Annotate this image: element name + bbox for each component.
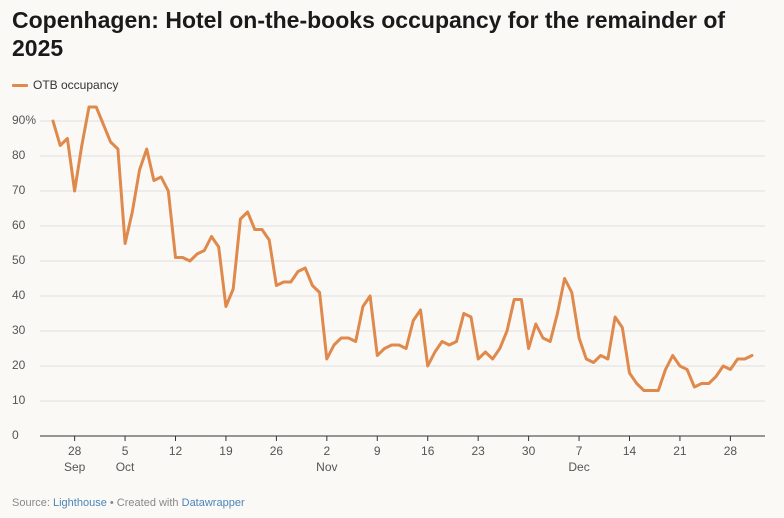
x-tick-label: 28 [68, 444, 82, 458]
separator: • [109, 497, 114, 509]
legend: OTB occupancy [12, 78, 118, 92]
y-tick-label: 40 [12, 288, 26, 302]
x-tick-label: 26 [270, 444, 284, 458]
x-tick-label: 30 [522, 444, 536, 458]
x-tick-label: 2 [323, 444, 330, 458]
x-month-label: Nov [316, 460, 337, 474]
y-tick-label: 30 [12, 323, 26, 337]
source-link[interactable]: Lighthouse [52, 497, 107, 509]
y-tick-label: 80 [12, 148, 26, 162]
legend-label: OTB occupancy [33, 78, 119, 92]
source-label: Source: [12, 497, 50, 509]
x-tick-label: 14 [623, 444, 637, 458]
x-tick-label: 19 [219, 444, 233, 458]
credit-link[interactable]: Datawrapper [181, 497, 245, 509]
y-tick-label: 90% [12, 113, 36, 127]
y-tick-label: 0 [12, 428, 19, 442]
y-tick-label: 60 [12, 218, 26, 232]
y-tick-label: 50 [12, 253, 26, 267]
y-tick-label: 70 [12, 183, 26, 197]
x-tick-label: 16 [421, 444, 435, 458]
line-series [51, 105, 754, 392]
x-month-label: Oct [116, 460, 135, 474]
x-tick-label: 5 [122, 444, 129, 458]
x-tick-label: 21 [673, 444, 687, 458]
x-month-label: Sep [64, 460, 86, 474]
y-tick-label: 20 [12, 358, 26, 372]
footer: Source: Lighthouse • Created with Datawr… [12, 497, 245, 509]
x-tick-label: 23 [471, 444, 485, 458]
y-tick-label: 10 [12, 393, 26, 407]
legend-swatch [12, 83, 28, 87]
x-tick-label: 9 [374, 444, 381, 458]
x-tick-label: 7 [576, 444, 583, 458]
credit-label: Created with [116, 497, 179, 509]
x-tick-label: 28 [724, 444, 738, 458]
chart: 0 10 20 30 40 50 60 70 80 90% 28 5 12 19 26 2 9 16 23 30 7 14… [12, 105, 765, 474]
chart-title: Copenhagen: Hotel on-the-books occupancy… [12, 7, 726, 61]
x-month-label: Dec [568, 460, 589, 474]
x-tick-label: 12 [169, 444, 183, 458]
